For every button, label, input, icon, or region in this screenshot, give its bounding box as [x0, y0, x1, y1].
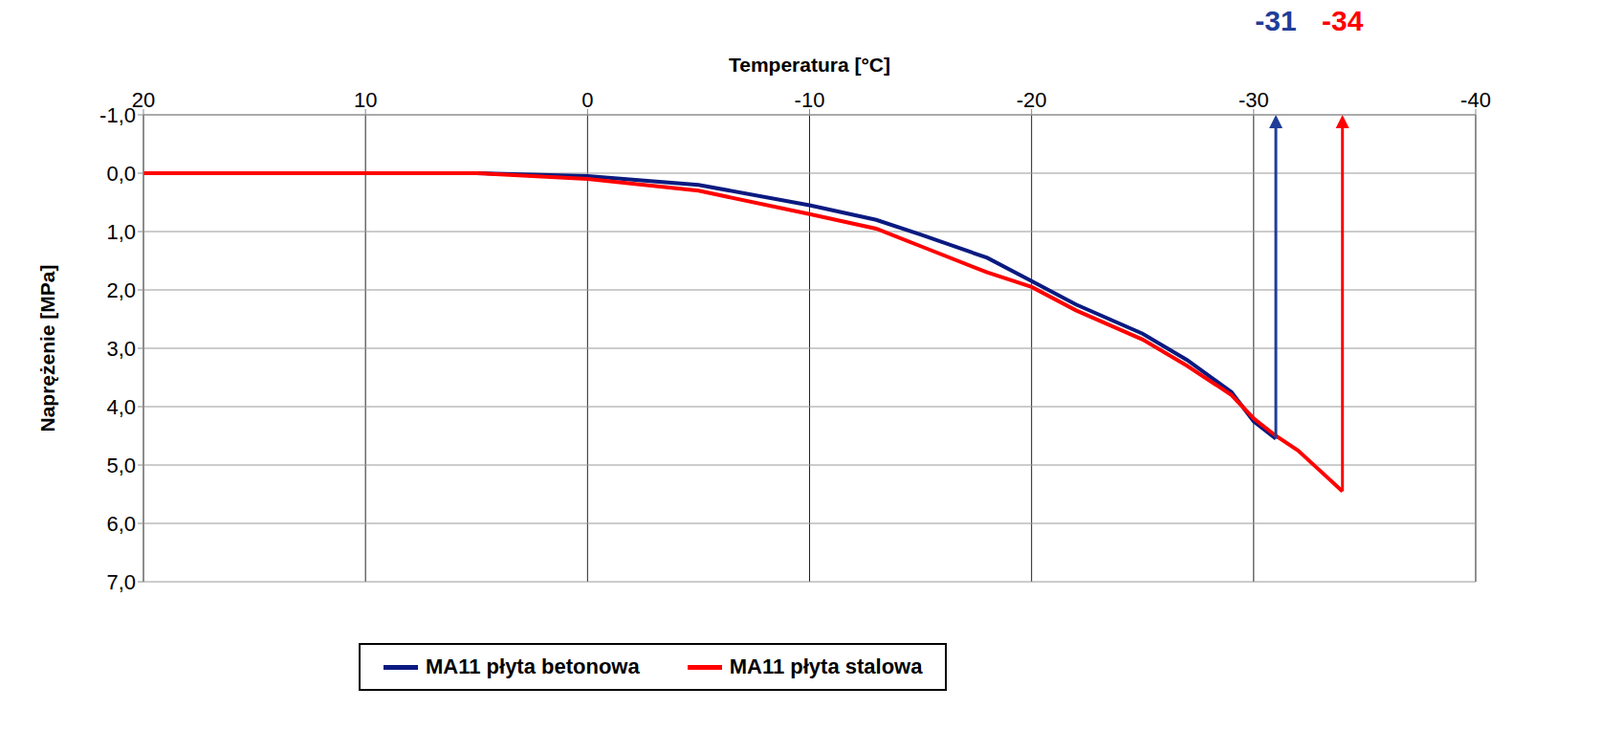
svg-text:20: 20	[131, 87, 156, 112]
svg-text:3,0: 3,0	[106, 336, 136, 361]
svg-text:-34: -34	[1321, 4, 1364, 37]
svg-text:6,0: 6,0	[106, 511, 136, 536]
svg-text:0: 0	[581, 87, 593, 112]
svg-text:4,0: 4,0	[106, 394, 136, 419]
svg-text:-40: -40	[1460, 87, 1491, 112]
svg-text:5,0: 5,0	[106, 453, 136, 478]
svg-text:-10: -10	[794, 87, 826, 112]
html-text:MA11 płyta betonowa: MA11 płyta betonowa	[425, 654, 640, 679]
svg-text:7,0: 7,0	[106, 569, 136, 594]
svg-text:-1,0: -1,0	[99, 103, 136, 128]
svg-text:1,0: 1,0	[106, 219, 136, 244]
svg-text:-30: -30	[1238, 87, 1270, 112]
svg-text:2,0: 2,0	[106, 278, 136, 303]
svg-text:-31: -31	[1254, 4, 1296, 37]
svg-text:-20: -20	[1016, 87, 1048, 112]
svg-text:10: 10	[353, 87, 377, 112]
svg-text:0,0: 0,0	[106, 161, 136, 186]
svg-text:Temperatura [°C]: Temperatura [°C]	[728, 53, 891, 76]
svg-text:Naprężenie [MPa]: Naprężenie [MPa]	[36, 263, 59, 432]
html-text:MA11 płyta stalowa: MA11 płyta stalowa	[729, 654, 923, 679]
